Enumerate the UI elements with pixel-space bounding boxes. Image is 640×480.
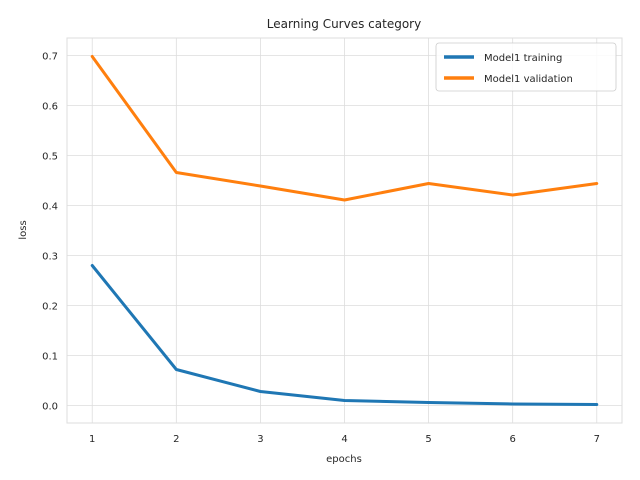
- x-tick-labels: 1 2 3 4 5 6 7: [89, 434, 600, 445]
- x-tick-label: 2: [173, 434, 179, 445]
- y-tick-label: 0.5: [42, 152, 58, 163]
- series-lines: [90, 55, 599, 406]
- x-tick-label: 5: [425, 434, 431, 445]
- x-tick-label: 3: [257, 434, 263, 445]
- plot-area-frame: [66, 37, 623, 424]
- x-tick-label: 4: [341, 434, 347, 445]
- y-tick-label: 0.6: [42, 102, 58, 113]
- y-tick-label: 0.3: [42, 252, 58, 263]
- y-axis-label: loss: [18, 220, 29, 239]
- grid-lines: [67, 38, 622, 423]
- x-tick-label: 7: [594, 434, 600, 445]
- x-axis-label: epochs: [326, 454, 362, 465]
- legend-box: [435, 42, 617, 92]
- legend-label-training: Model1 training: [484, 53, 562, 64]
- x-tick-label: 6: [509, 434, 515, 445]
- y-tick-labels: 0.0 0.1 0.2 0.3 0.4 0.5 0.6 0.7: [42, 52, 58, 413]
- y-tick-label: 0.2: [42, 302, 58, 313]
- y-tick-label: 0.1: [42, 352, 58, 363]
- y-tick-label: 0.4: [42, 202, 58, 213]
- legend: Model1 training Model1 validation: [435, 42, 617, 92]
- legend-label-validation: Model1 validation: [484, 74, 573, 85]
- x-tick-label: 1: [89, 434, 95, 445]
- y-tick-label: 0.0: [42, 402, 58, 413]
- chart-title: Learning Curves category: [267, 17, 421, 31]
- y-tick-label: 0.7: [42, 52, 58, 63]
